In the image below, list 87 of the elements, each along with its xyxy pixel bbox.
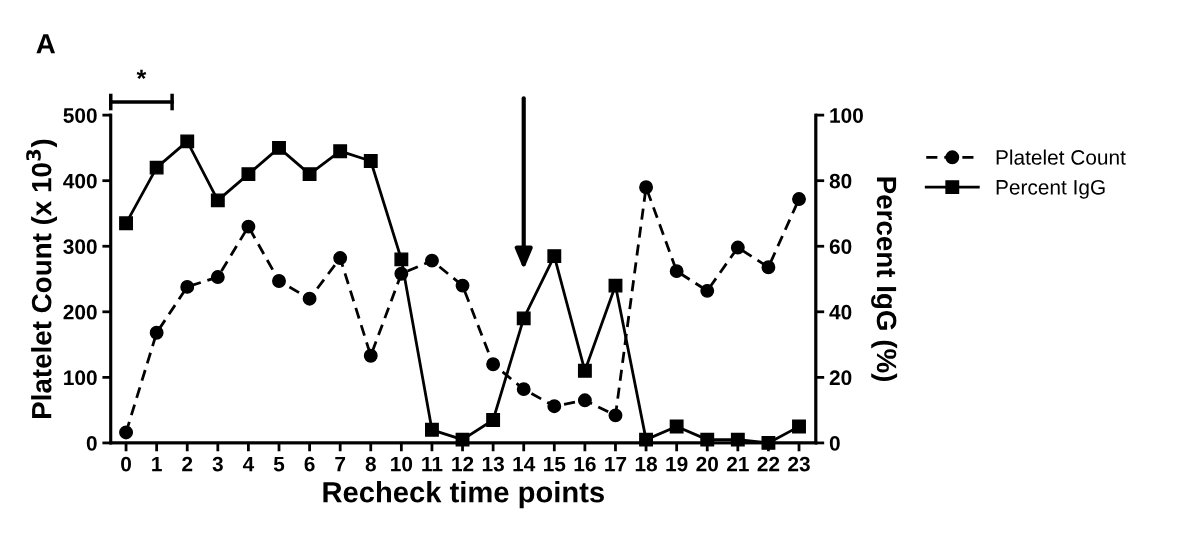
point: [792, 419, 806, 434]
x-tick-label: 2: [182, 456, 193, 472]
point: [730, 432, 745, 447]
x-tick-label: 19: [666, 456, 688, 472]
y-tick-label: 400: [63, 173, 97, 189]
x-tick-label: 20: [696, 456, 718, 472]
y-tick-label: 0: [86, 435, 97, 451]
x-tick-label: 6: [304, 456, 315, 472]
point: [486, 357, 501, 372]
point: [302, 291, 317, 306]
x-tick-label: 4: [242, 456, 255, 472]
x-tick-label: 11: [422, 456, 443, 472]
chart-title: A: [36, 34, 56, 54]
y2-tick-label: 20: [829, 370, 852, 386]
x-tick-label: 7: [335, 456, 346, 472]
y2-tick-label: 40: [829, 304, 852, 320]
point: [516, 311, 531, 326]
x-tick-label: 15: [544, 456, 566, 472]
x-tick-label: 10: [391, 456, 413, 472]
point: [547, 399, 562, 414]
point: [363, 348, 378, 363]
point: [761, 435, 776, 450]
point: [119, 425, 134, 440]
point: [547, 249, 562, 264]
x-tick-label: 13: [482, 456, 504, 472]
x-tick-label: 22: [757, 456, 780, 472]
x-tick-label: 18: [635, 456, 658, 472]
point: [149, 160, 164, 175]
x-tick-label: 3: [212, 456, 223, 472]
point: [730, 240, 745, 255]
point: [210, 193, 225, 208]
point: [210, 270, 225, 285]
x-tick-label: 17: [605, 456, 627, 472]
point: [669, 419, 684, 434]
point: [639, 432, 654, 447]
point: [669, 264, 684, 279]
point: [180, 279, 195, 294]
point: [302, 167, 317, 182]
point: [241, 167, 256, 182]
point: [363, 154, 378, 168]
x-axis-title: Recheck time points: [323, 481, 604, 509]
point: [577, 393, 592, 408]
point: [577, 363, 592, 378]
point: [394, 252, 409, 267]
point: [608, 278, 623, 293]
point: [272, 274, 286, 288]
point: [119, 216, 134, 231]
point: [639, 180, 654, 195]
x-tick-label: 21: [726, 456, 749, 472]
point: [792, 192, 806, 206]
y2-tick-label: 100: [830, 108, 863, 123]
point: [516, 382, 531, 397]
y-tick-label: 100: [64, 370, 97, 386]
x-tick-label: 1: [152, 456, 162, 472]
x-tick-label: 8: [365, 456, 376, 472]
point: [486, 413, 501, 427]
point: [455, 278, 470, 293]
point: [241, 219, 256, 234]
x-tick-label: 5: [273, 456, 285, 472]
y2-tick-label: 60: [829, 239, 852, 254]
point: [761, 260, 776, 275]
point: [149, 325, 164, 340]
point: [700, 283, 715, 298]
x-tick-label: 0: [121, 456, 131, 472]
point: [425, 253, 439, 268]
x-tick-label: 23: [788, 456, 810, 472]
y2-tick-label: 80: [829, 173, 852, 189]
y-tick-label: 500: [63, 108, 97, 123]
y-tick-label: 300: [63, 239, 97, 255]
y-tick-label: 200: [63, 304, 97, 320]
point: [333, 251, 348, 265]
point: [608, 408, 623, 423]
y-axis-title: Platelet Count (x 10$^{3}$): [26, 139, 57, 418]
point: [455, 432, 470, 447]
x-tick-label: 12: [452, 456, 474, 472]
point: [700, 432, 715, 447]
x-tick-label: 16: [574, 456, 596, 472]
point: [333, 144, 348, 159]
point: [425, 422, 439, 437]
point: [272, 140, 286, 155]
text: *: [136, 69, 147, 80]
y2-tick-label: 0: [829, 435, 840, 451]
x-tick-label: 14: [513, 456, 536, 472]
point: [180, 134, 195, 149]
legend-label: Percent IgG: [996, 179, 1105, 199]
y2-axis-title: Percent IgG (%): [871, 177, 898, 382]
legend-label: Platelet Count: [996, 149, 1126, 165]
